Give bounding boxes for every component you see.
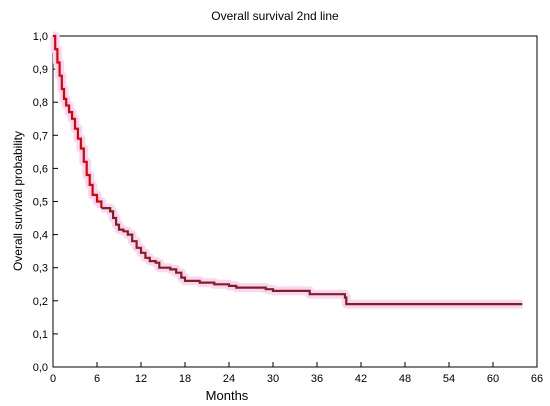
y-axis-label: Overall survival probability bbox=[11, 131, 25, 271]
y-tick-label: 0,2 bbox=[33, 296, 48, 308]
y-tick-label: 0,0 bbox=[33, 362, 48, 374]
y-tick-label: 0,9 bbox=[33, 64, 48, 76]
confidence-band bbox=[50, 31, 523, 309]
x-tick-label: 24 bbox=[223, 373, 235, 385]
x-tick-label: 60 bbox=[487, 373, 499, 385]
x-tick-label: 12 bbox=[135, 373, 147, 385]
x-tick-label: 36 bbox=[311, 373, 323, 385]
x-tick-label: 18 bbox=[179, 373, 191, 385]
y-tick-label: 1,0 bbox=[33, 31, 48, 43]
x-tick-label: 48 bbox=[399, 373, 411, 385]
y-tick-label: 0,7 bbox=[33, 130, 48, 142]
chart-title: Overall survival 2nd line bbox=[211, 9, 339, 23]
x-tick-label: 6 bbox=[94, 373, 100, 385]
y-tick-label: 0,3 bbox=[33, 263, 48, 275]
y-tick-label: 0,6 bbox=[33, 163, 48, 175]
ci-band-segment bbox=[101, 203, 523, 309]
y-tick-label: 0,8 bbox=[33, 97, 48, 109]
survival-line-segment bbox=[101, 207, 523, 306]
x-tick-label: 30 bbox=[267, 373, 279, 385]
x-tick-label: 42 bbox=[355, 373, 367, 385]
survival-line-segment bbox=[53, 34, 103, 209]
y-tick-label: 0,1 bbox=[33, 329, 48, 341]
plot-frame bbox=[52, 35, 538, 368]
y-tick-label: 0,5 bbox=[33, 197, 48, 209]
x-axis: 0 6 12 18 24 30 36 42 48 54 60 66 bbox=[50, 362, 543, 385]
x-tick-label: 0 bbox=[50, 373, 56, 385]
y-tick-label: 0,4 bbox=[33, 230, 48, 242]
x-tick-label: 66 bbox=[531, 373, 543, 385]
survival-curve bbox=[53, 34, 523, 306]
y-axis: 0,0 0,1 0,2 0,3 0,4 0,5 0,6 0,7 0,8 0,9 1,0 bbox=[33, 31, 58, 374]
x-tick-label: 54 bbox=[443, 373, 455, 385]
x-axis-label: Months bbox=[206, 388, 249, 403]
